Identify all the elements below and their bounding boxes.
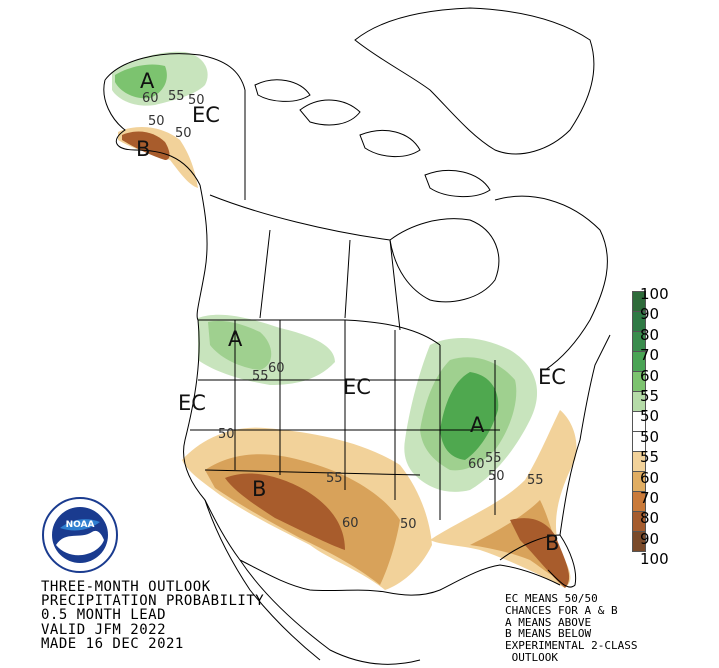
scale-label: 90 xyxy=(640,305,660,324)
contour-label-ohio-50: 50 xyxy=(488,469,505,484)
scale-swatch xyxy=(632,532,646,552)
contour-label-alaska-55: 55 xyxy=(168,89,185,104)
scale-label: 60 xyxy=(640,366,660,385)
map-title-block: THREE-MONTH OUTLOOK PRECIPITATION PROBABI… xyxy=(41,580,264,651)
scale-swatch xyxy=(632,332,646,352)
note-line-4: B MEANS BELOW xyxy=(505,627,592,641)
noaa-logo: NOAA xyxy=(42,497,118,573)
below-normal-southeast xyxy=(430,410,577,588)
below-label-southwest: B xyxy=(252,477,266,501)
contour-label-southwest-50: 50 xyxy=(218,427,235,442)
scale-swatch xyxy=(632,412,646,432)
note-line-6: OUTLOOK xyxy=(505,650,558,664)
scale-label: 80 xyxy=(640,509,660,528)
contour-label-gulf-50: 50 xyxy=(400,517,417,532)
probability-scale-labels: 100 90 80 70 60 55 50 50 55 60 70 80 90 100 xyxy=(640,284,669,569)
scale-swatch xyxy=(632,432,646,452)
below-label-alaska: B xyxy=(136,137,150,161)
contour-label-ohio-55: 55 xyxy=(485,451,502,466)
contour-label-northwest-60: 60 xyxy=(268,361,285,376)
contour-label-northwest-55: 55 xyxy=(252,369,269,384)
scale-label: 50 xyxy=(640,427,660,446)
scale-label: 100 xyxy=(640,550,669,569)
below-normal-southern-alaska xyxy=(118,126,198,188)
title-line-4: VALID JFM 2022 xyxy=(41,621,167,638)
contour-label-ohio-60: 60 xyxy=(468,457,485,472)
note-line-5: EXPERIMENTAL 2-CLASS xyxy=(505,639,638,653)
ec-label-west: EC xyxy=(178,391,206,415)
title-line-3: 0.5 MONTH LEAD xyxy=(41,607,167,624)
contour-label-south-alaska-50b: 50 xyxy=(175,126,192,141)
scale-label: 55 xyxy=(640,386,660,405)
above-label-ohio-valley: A xyxy=(470,413,485,437)
scale-swatch xyxy=(632,452,646,472)
contour-label-south-alaska-50a: 50 xyxy=(148,114,165,129)
ec-label-alaska: EC xyxy=(192,103,220,127)
scale-label: 90 xyxy=(640,529,660,548)
contour-label-alaska-60: 60 xyxy=(142,91,159,106)
below-normal-southwest xyxy=(182,427,432,590)
contour-label-southeast-55: 55 xyxy=(527,473,544,488)
scale-swatch xyxy=(632,472,646,492)
scale-swatch xyxy=(632,492,646,512)
scale-swatch xyxy=(632,312,646,332)
title-line-5: MADE 16 DEC 2021 xyxy=(41,635,184,652)
above-label-northwest: A xyxy=(228,327,243,351)
contour-label-southwest-60: 60 xyxy=(342,516,359,531)
contour-label-alaska-50: 50 xyxy=(188,93,205,108)
scale-label: 100 xyxy=(640,285,669,303)
scale-label: 70 xyxy=(640,488,660,507)
above-label-alaska: A xyxy=(140,69,155,93)
note-line-1: EC MEANS 50/50 xyxy=(505,592,598,605)
contour-label-southwest-55: 55 xyxy=(326,471,343,486)
ec-label-plains: EC xyxy=(343,375,371,399)
scale-swatch xyxy=(632,512,646,532)
map-outlines xyxy=(103,7,611,665)
scale-label: 70 xyxy=(640,346,660,365)
scale-swatch xyxy=(632,291,646,312)
scale-swatch xyxy=(632,352,646,372)
above-normal-northern-alaska xyxy=(112,51,208,106)
title-line-2: PRECIPITATION PROBABILITY xyxy=(41,593,265,610)
noaa-logo-text: NOAA xyxy=(66,520,95,530)
map-labels: EC A 60 55 50 50 50 B A 55 60 EC EC EC A… xyxy=(136,69,566,555)
scale-label: 50 xyxy=(640,407,660,426)
above-normal-northwest xyxy=(198,314,335,385)
ec-label-northeast: EC xyxy=(538,365,566,389)
scale-label: 55 xyxy=(640,448,660,467)
scale-swatch xyxy=(632,392,646,412)
title-line-1: THREE-MONTH OUTLOOK xyxy=(41,579,211,595)
scale-swatch xyxy=(632,372,646,392)
note-line-3: A MEANS ABOVE xyxy=(505,615,592,629)
note-line-2: CHANCES FOR A & B xyxy=(505,603,618,617)
scale-label: 80 xyxy=(640,325,660,344)
above-normal-ohio-valley xyxy=(404,338,538,492)
scale-label: 60 xyxy=(640,468,660,487)
probability-color-scale xyxy=(632,291,646,552)
below-label-southeast: B xyxy=(545,531,559,555)
